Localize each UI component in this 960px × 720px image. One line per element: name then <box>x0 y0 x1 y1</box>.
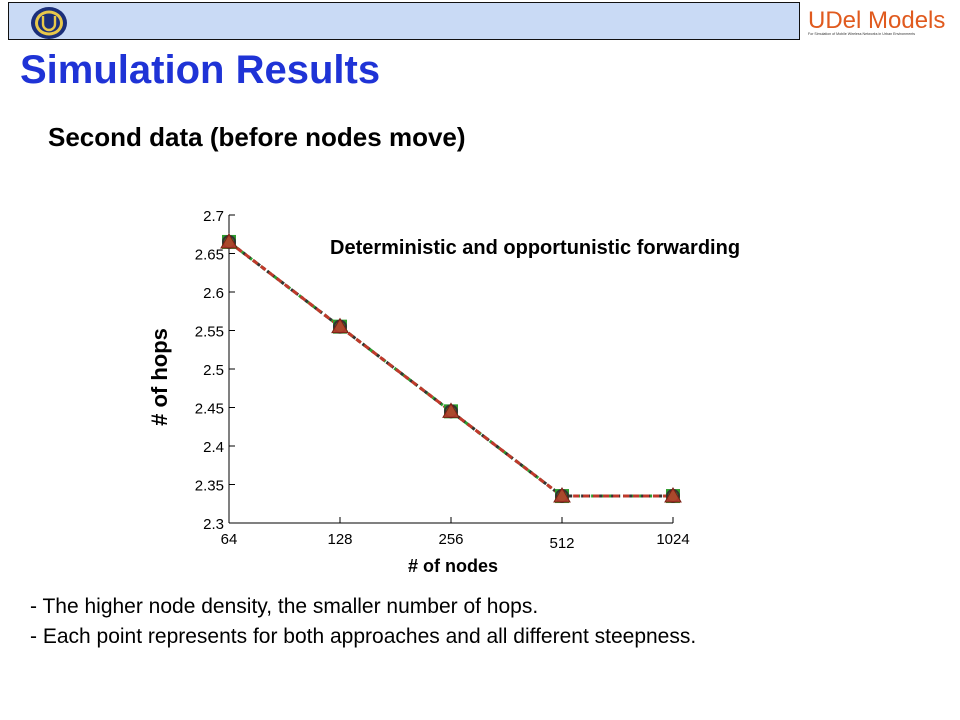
brand-tagline: For Simulation of Mobile Wireless Networ… <box>808 32 915 36</box>
data-point-triangle <box>442 402 460 418</box>
y-tick-label: 2.65 <box>195 247 224 264</box>
data-point-triangle <box>664 487 682 503</box>
y-tick-label: 2.35 <box>195 478 224 495</box>
notes-list: The higher node density, the smaller num… <box>30 592 696 652</box>
y-tick-label: 2.4 <box>203 439 224 456</box>
x-axis-label: # of nodes <box>408 556 498 576</box>
y-tick-label: 2.3 <box>203 516 224 533</box>
brand-logo: UDel Models For Simulation of Mobile Wir… <box>799 2 954 40</box>
x-tick-label: 1024 <box>656 531 689 548</box>
data-point-triangle <box>331 317 349 334</box>
brand-logo-text: UDel Models <box>808 7 945 34</box>
x-tick-label: 128 <box>327 531 352 548</box>
y-tick-label: 2.55 <box>195 324 224 341</box>
data-point-triangle <box>220 232 238 249</box>
series-line <box>228 240 673 498</box>
y-tick-label: 2.5 <box>203 362 224 379</box>
note-item: Each point represents for both approache… <box>30 622 696 652</box>
y-tick-label: 2.7 <box>203 208 224 225</box>
page-title: Simulation Results <box>20 48 381 92</box>
chart-title: Deterministic and opportunistic forwardi… <box>330 237 740 259</box>
y-axis-label: # of hops <box>147 328 172 426</box>
x-tick-label: 256 <box>438 531 463 548</box>
series-line <box>228 240 673 498</box>
header-bar <box>8 2 954 40</box>
x-tick-label: 64 <box>221 531 238 548</box>
x-tick-label: 512 <box>549 535 574 552</box>
university-seal-icon <box>31 7 67 39</box>
data-point-triangle <box>553 487 571 503</box>
y-tick-label: 2.45 <box>195 401 224 418</box>
series-line <box>228 240 673 498</box>
y-tick-label: 2.6 <box>203 285 224 302</box>
section-subtitle: Second data (before nodes move) <box>48 122 466 152</box>
note-item: The higher node density, the smaller num… <box>30 592 696 622</box>
